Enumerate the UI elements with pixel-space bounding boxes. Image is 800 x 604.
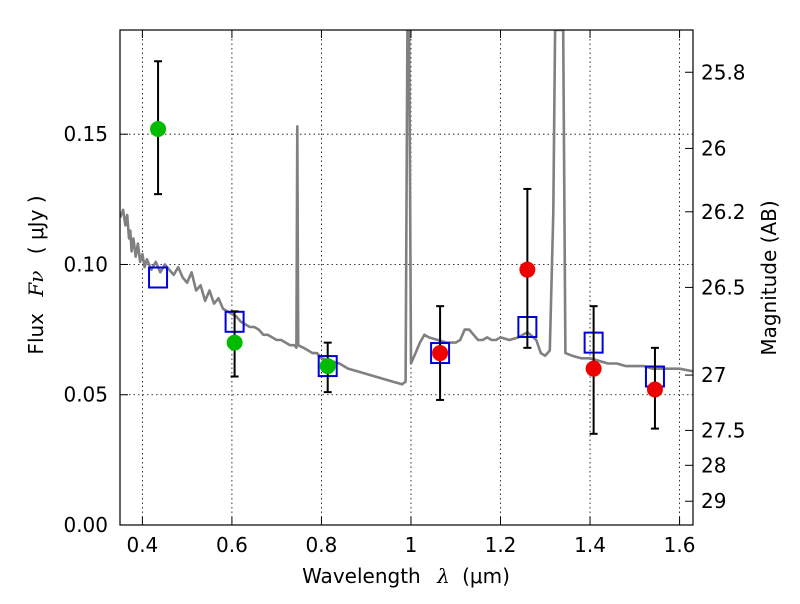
plot-area [120,30,693,386]
x-tick-label: 0.8 [306,533,338,557]
y2-tick-label: 25.8 [701,60,746,84]
y-tick-label: 0.00 [63,513,108,537]
y2-tick-label: 27.5 [701,418,746,442]
x-axis-title-unit: (μm) [462,564,510,588]
y2-tick-label: 28 [701,453,726,477]
y2-tick-label: 26.5 [701,275,746,299]
y2-tick-label: 26.2 [701,200,746,224]
x-tick-label: 0.4 [126,533,158,557]
x-tick-label: 1 [405,533,418,557]
y2-tick-label: 26 [701,136,726,160]
spectrum-line [120,30,693,386]
y-tick-label: 0.15 [63,122,108,146]
observed-point [319,341,336,394]
x-tick-label: 1.4 [574,533,606,557]
observed-point [519,187,536,349]
observed-point-marker [432,345,449,362]
observed-point-marker [585,360,602,377]
model-photometry-point [148,266,169,289]
y-tick-label: 0.10 [63,252,108,276]
observed-point-marker [226,334,243,351]
x-tick-label: 1.6 [664,533,696,557]
y2-tick-label: 27 [701,363,726,387]
y2-axis-title: Magnitude (AB) [757,200,781,355]
x-axis-title-symbol: λ [436,564,450,588]
y-axis-title-symbol: Fν [24,271,48,298]
observed-point-marker [519,261,536,278]
observed-point [432,305,449,401]
observed-point-marker [319,358,336,375]
x-axis-title: Wavelength λ (μm) [302,564,510,588]
grid-layer [120,30,693,525]
observed-point [150,60,167,196]
x-axis-title-text: Wavelength [302,564,421,588]
y-axis-title-unit: ( μJy ) [24,195,48,254]
observed-point [226,310,243,378]
y-axis-title-text: Flux [24,313,48,355]
x-tick-label: 0.6 [216,533,248,557]
observed-point [646,346,663,430]
y-axis-title: Flux Fν ( μJy ) [24,195,48,354]
plot-frame [119,29,694,526]
axes-layer: 0.4 0.6 0.8 1 1.2 1.4 1.6 0.00 0.05 0.10 0.15 25.8 2… [63,29,746,557]
observed-point-marker [150,121,167,137]
x-tick-label: 1.2 [485,533,517,557]
y2-tick-label: 29 [701,489,726,513]
observed-point-marker [646,381,663,398]
observed-point [585,305,602,435]
y-tick-label: 0.05 [63,383,108,407]
